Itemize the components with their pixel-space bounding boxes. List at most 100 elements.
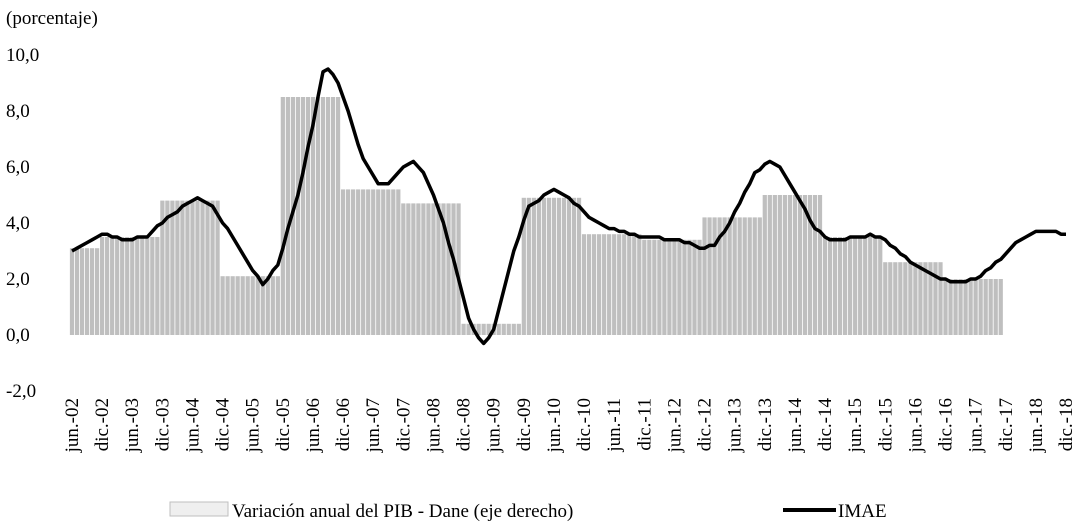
y-tick-label: 2,0 (6, 269, 30, 290)
x-tick-label: dic.-03 (152, 398, 173, 451)
bar (145, 237, 150, 335)
bar (687, 239, 692, 335)
bar (913, 262, 918, 335)
bar (652, 239, 657, 335)
bar (366, 189, 371, 335)
bar (576, 197, 582, 335)
bar (160, 200, 165, 335)
bar (401, 203, 406, 335)
bar (586, 234, 592, 335)
legend-label: Variación anual del PIB - Dane (eje dere… (232, 501, 573, 522)
bar (94, 248, 100, 335)
bar (260, 276, 265, 335)
x-tick-label: dic.-16 (936, 398, 957, 451)
bar (832, 237, 838, 335)
bar (822, 237, 828, 335)
bar (993, 279, 998, 335)
x-tick-label: dic.-02 (92, 398, 113, 451)
bar (275, 276, 280, 335)
bar (918, 262, 923, 335)
bar (79, 248, 85, 335)
bar (727, 217, 732, 335)
bar (245, 276, 250, 335)
x-tick-label: dic.-09 (514, 398, 535, 451)
bar (968, 279, 973, 335)
bar (536, 197, 541, 335)
bar (566, 197, 572, 335)
x-tick-label: dic.-10 (574, 398, 595, 451)
bar (637, 234, 642, 335)
bar (868, 237, 873, 335)
bar (948, 279, 953, 335)
bar (873, 237, 878, 335)
bar (878, 237, 883, 335)
y-tick-label: 6,0 (6, 157, 30, 178)
bar (767, 195, 772, 335)
x-tick-label: dic.-06 (333, 398, 354, 451)
x-tick-label: dic.-17 (996, 398, 1017, 451)
bar (310, 97, 316, 335)
bar (667, 239, 672, 335)
bar (647, 239, 652, 335)
bar (501, 323, 506, 335)
bar (843, 237, 848, 335)
bar (185, 200, 190, 335)
x-tick-label: dic.-05 (273, 398, 294, 451)
bar (315, 97, 321, 335)
bar (100, 237, 105, 335)
x-tick-label: jun.-02 (62, 398, 83, 453)
bar (265, 276, 270, 335)
bar (190, 200, 195, 335)
bar (581, 234, 587, 335)
bar (953, 279, 958, 335)
bar (672, 239, 677, 335)
x-tick-label: dic.-15 (875, 398, 896, 451)
bar (441, 203, 446, 335)
bar (827, 237, 833, 335)
bar (612, 234, 617, 335)
bar (657, 239, 662, 335)
bar (908, 262, 913, 335)
bar (817, 195, 823, 335)
bar (938, 262, 943, 335)
x-tick-label: jun.-18 (1026, 398, 1047, 453)
bar (220, 276, 225, 335)
bar (837, 237, 843, 335)
y-axis-label: (porcentaje) (6, 8, 98, 29)
bar (662, 239, 667, 335)
bar (105, 237, 110, 335)
bar (476, 323, 481, 335)
x-tick-label: jun.-09 (484, 398, 505, 453)
y-tick-label: 0,0 (6, 325, 30, 346)
bar (456, 203, 461, 335)
x-tick-label: jun.-08 (423, 398, 444, 453)
bar (125, 237, 130, 335)
bar (165, 200, 170, 335)
line (71, 67, 1066, 346)
bar (240, 276, 245, 335)
bar (998, 279, 1003, 335)
bar (325, 97, 331, 335)
bar (777, 195, 782, 335)
x-tick-label: dic.-04 (213, 398, 234, 452)
bar (697, 239, 702, 335)
bar (381, 189, 386, 335)
bar (883, 262, 888, 335)
bar (300, 97, 306, 335)
bar (591, 234, 597, 335)
bar (958, 279, 963, 335)
bar (150, 237, 155, 335)
bar (250, 276, 255, 335)
bar (848, 237, 853, 335)
bar (371, 189, 376, 335)
x-tick-label: jun.-03 (122, 398, 143, 453)
x-tick-label: jun.-05 (243, 398, 264, 453)
bar (797, 195, 803, 335)
bar (461, 323, 466, 335)
y-tick-label: 4,0 (6, 213, 30, 234)
bar (270, 276, 275, 335)
bar (642, 239, 647, 335)
bar (506, 323, 511, 335)
x-tick-label: jun.-04 (182, 398, 203, 454)
bar (130, 237, 135, 335)
